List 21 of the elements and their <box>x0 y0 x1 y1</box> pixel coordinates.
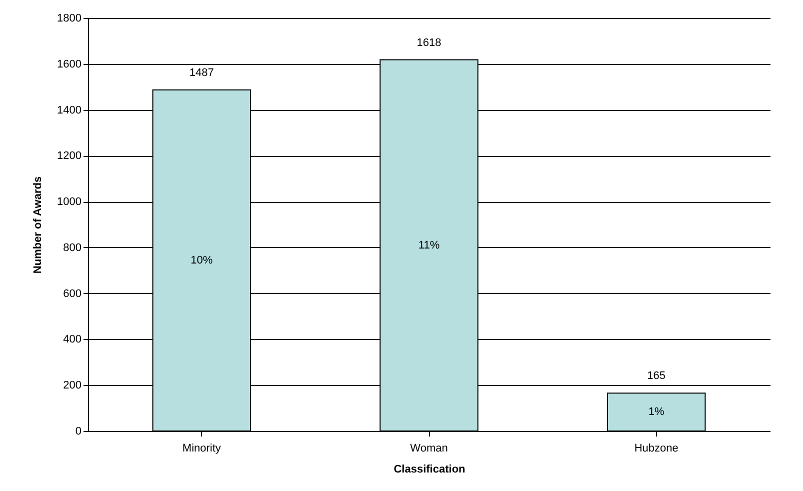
y-tick-label: 1800 <box>57 12 82 24</box>
annotation: 1% <box>648 406 664 418</box>
y-tick-label: 1000 <box>57 196 82 208</box>
x-axis-title: Classification <box>394 464 466 476</box>
y-tick-label: 0 <box>75 426 82 438</box>
data-label: 165 <box>647 370 666 382</box>
y-tick-label: 800 <box>63 242 82 254</box>
y-tick-label: 1400 <box>57 104 82 116</box>
data-label: 1618 <box>416 36 442 49</box>
x-tick-label: Minority <box>182 442 222 454</box>
annotation: 11% <box>418 239 440 252</box>
y-tick-label: 600 <box>63 288 82 300</box>
y-tick-label: 1600 <box>57 58 82 70</box>
y-tick-label: 1200 <box>57 150 82 162</box>
data-label: 1487 <box>189 66 214 79</box>
x-tick-label: Hubzone <box>634 442 678 454</box>
x-tick-label: Woman <box>410 442 448 454</box>
y-tick-label: 400 <box>63 334 82 346</box>
y-axis-title: Number of Awards <box>32 176 44 274</box>
y-tick-label: 200 <box>63 380 82 392</box>
annotation: 10% <box>190 254 213 266</box>
